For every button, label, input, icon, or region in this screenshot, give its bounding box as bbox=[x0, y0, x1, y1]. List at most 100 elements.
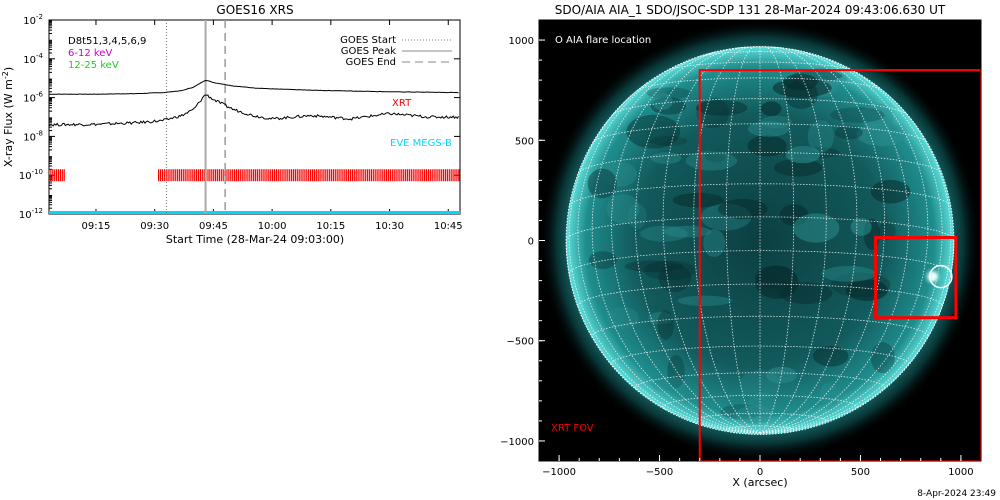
goes-x-axis-label: Start Time (28-Mar-24 09:03:00) bbox=[166, 233, 344, 246]
disk-texture-patch bbox=[588, 251, 617, 269]
disk-texture-patch bbox=[718, 198, 768, 220]
goes-y-axis: 10-12 10-10 10-8 10-6 10-4 10-2 bbox=[19, 13, 460, 221]
grid-line bbox=[611, 345, 909, 366]
grid-line bbox=[577, 57, 761, 434]
disk-texture-patch bbox=[640, 225, 688, 242]
disk-texture-patch bbox=[587, 168, 617, 199]
aia-image-panel: SDO/AIA AIA_1 SDO/JSOC-SDP 131 28-Mar-20… bbox=[500, 3, 996, 499]
disk-texture-patch bbox=[845, 279, 888, 302]
goes-x-tick-label: 10:15 bbox=[316, 221, 345, 232]
disk-texture-patch bbox=[792, 213, 840, 243]
disk-texture-patch bbox=[747, 135, 787, 157]
grid-line bbox=[577, 152, 943, 174]
grid-line bbox=[736, 46, 784, 49]
goes-x-tick-label: 09:45 bbox=[199, 221, 228, 232]
goes-x-tick-label: 10:45 bbox=[434, 221, 463, 232]
xrt-zoom-box bbox=[874, 235, 958, 320]
aia-x-tick-label: 0 bbox=[757, 467, 763, 478]
grid-line bbox=[759, 51, 929, 434]
goes-series bbox=[49, 79, 460, 127]
goes-y-tick-label: 10-8 bbox=[23, 129, 43, 143]
xrt-fov-label: XRT FOV bbox=[551, 423, 594, 434]
grid-line bbox=[759, 82, 952, 434]
goes-plot-title: GOES16 XRS bbox=[216, 3, 293, 17]
grid-line bbox=[611, 48, 761, 434]
disk-texture-patch bbox=[850, 218, 872, 236]
grid-line bbox=[759, 48, 886, 434]
disk-texture-patch bbox=[667, 354, 685, 389]
legend-channel-low: 6-12 keV bbox=[68, 48, 112, 59]
grid-line bbox=[759, 46, 858, 434]
aia-title: SDO/AIA AIA_1 SDO/JSOC-SDP 131 28-Mar-20… bbox=[555, 3, 946, 17]
disk-texture-patch bbox=[657, 310, 674, 340]
aia-y-tick-label: 1000 bbox=[509, 36, 534, 47]
disk-texture-patch bbox=[870, 179, 911, 204]
disk-texture-patch bbox=[651, 376, 687, 393]
disk-texture-patch bbox=[830, 107, 885, 123]
disk-texture-patch bbox=[783, 73, 818, 91]
goes-legend-events: GOES Start GOES Peak GOES End bbox=[340, 35, 452, 68]
aia-x-tick-label: −500 bbox=[646, 467, 673, 478]
grid-line bbox=[612, 98, 908, 116]
aia-x-axis: −1000 −500 0 500 1000 bbox=[542, 455, 974, 478]
eve-label: EVE MEGS-B bbox=[390, 138, 452, 149]
legend-goes-peak: GOES Peak bbox=[341, 46, 396, 57]
disk-texture-patch bbox=[819, 382, 839, 410]
goes-legend-channels: D8t51,3,4,5,6,9 6-12 keV 12-25 keV bbox=[68, 36, 146, 71]
disk-texture-patch bbox=[672, 192, 724, 208]
plot-footer-date: 8-Apr-2024 23:49 bbox=[917, 489, 996, 499]
disk-texture-patch bbox=[703, 229, 726, 257]
disk-texture-patch bbox=[600, 161, 638, 187]
grid-line bbox=[591, 315, 929, 338]
xrt-coverage bbox=[49, 169, 460, 182]
goes-y-tick-label: 10-2 bbox=[23, 13, 43, 27]
disk-texture-patch bbox=[648, 312, 673, 325]
grid-line bbox=[759, 240, 955, 434]
disk-texture-patch bbox=[821, 266, 877, 282]
disk-texture-patch bbox=[856, 122, 907, 147]
aia-y-tick-label: 0 bbox=[528, 237, 534, 248]
disk-texture-patch bbox=[834, 125, 863, 140]
legend-channel-high: 12-25 keV bbox=[68, 60, 119, 71]
disk-texture-patch bbox=[761, 101, 782, 116]
disk-texture-patch bbox=[696, 97, 730, 129]
disk-texture-patch bbox=[643, 260, 696, 281]
goes-x-tick-label: 09:30 bbox=[140, 221, 169, 232]
aia-x-tick-label: −1000 bbox=[542, 467, 576, 478]
goes-x-tick-label: 09:15 bbox=[82, 221, 111, 232]
aia-y-tick-label: 500 bbox=[515, 136, 534, 147]
grid-line bbox=[693, 412, 827, 425]
disk-texture-patch bbox=[695, 100, 748, 116]
disk-texture-patch bbox=[878, 221, 896, 240]
legend-goes-start: GOES Start bbox=[340, 35, 396, 46]
disk-texture-patch bbox=[870, 342, 895, 374]
aia-flare-location-marker bbox=[929, 264, 953, 289]
flare-brightening bbox=[922, 266, 943, 287]
disk-texture-patch bbox=[761, 115, 793, 129]
aia-x-tick-label: 500 bbox=[851, 467, 870, 478]
aia-y-axis: −1000 −500 0 500 1000 bbox=[500, 36, 545, 448]
aia-y-tick-label: −1000 bbox=[500, 437, 534, 448]
disk-texture-patch bbox=[677, 295, 732, 306]
goes-plot-frame bbox=[48, 19, 461, 215]
disk-texture-patch bbox=[807, 120, 835, 153]
disk-texture-patch bbox=[606, 194, 640, 224]
grid-line bbox=[662, 46, 761, 434]
disk-texture-patch bbox=[650, 152, 682, 164]
disk-texture-patch bbox=[658, 264, 691, 293]
legend-channel-detectors: D8t51,3,4,5,6,9 bbox=[68, 36, 146, 47]
disk-texture-patch bbox=[626, 114, 681, 149]
heliographic-grid bbox=[565, 46, 955, 435]
goes-series-line bbox=[49, 94, 460, 127]
disk-texture-patch bbox=[685, 151, 738, 171]
grid-line bbox=[591, 51, 761, 434]
aia-x-axis-label: X (arcsec) bbox=[732, 476, 787, 489]
disk-texture-patch bbox=[861, 103, 894, 130]
disk-texture-patch bbox=[766, 366, 797, 384]
goes-x-tick-label: 10:00 bbox=[258, 221, 287, 232]
disk-texture bbox=[587, 59, 911, 424]
goes-xrs-plot: GOES16 XRS 09:15 09:30 09:45 10:00 10:15 10:3… bbox=[1, 3, 463, 246]
goes-x-axis: 09:15 09:30 09:45 10:00 10:15 10:30 10:45 bbox=[56, 20, 463, 232]
legend-goes-end: GOES End bbox=[346, 57, 396, 68]
